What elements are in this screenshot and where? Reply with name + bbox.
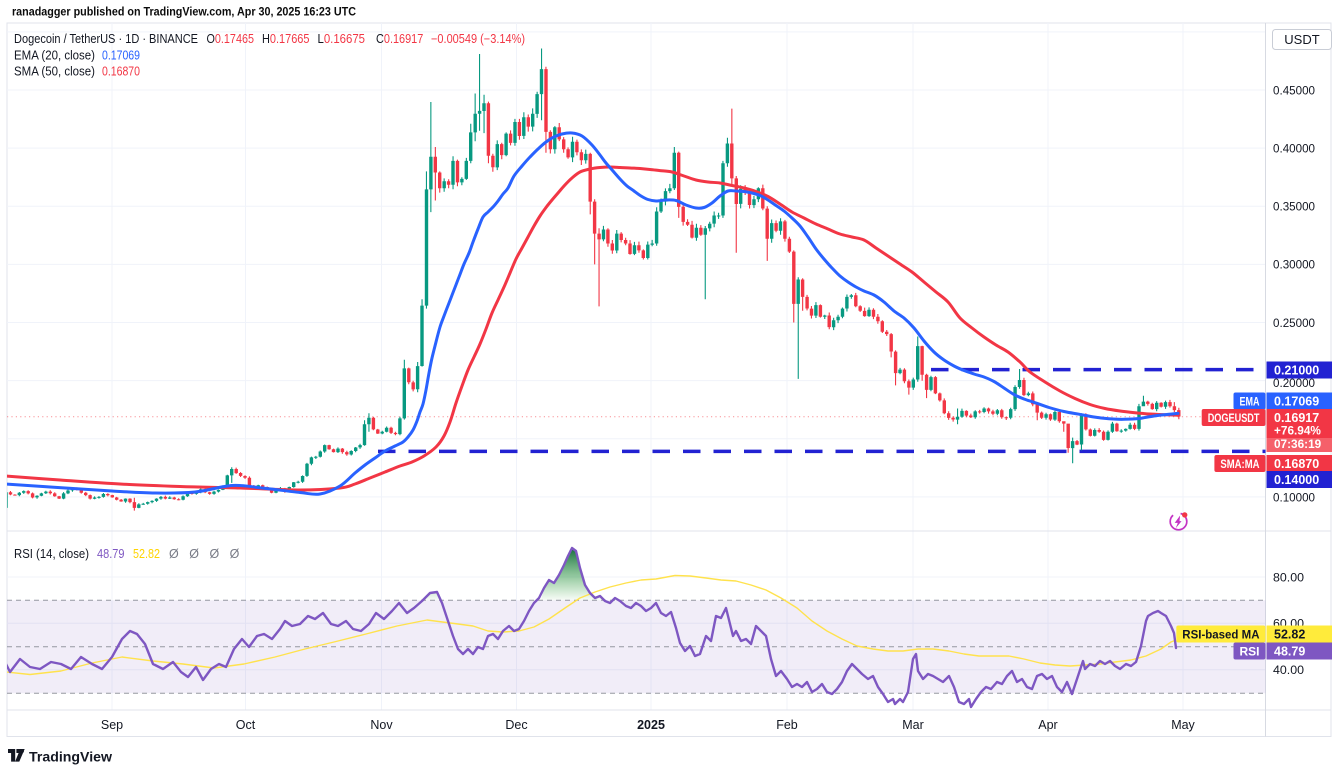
svg-text:USDT: USDT (1284, 32, 1319, 47)
svg-text:0.16870: 0.16870 (1274, 457, 1319, 471)
svg-text:0.17069: 0.17069 (1274, 395, 1319, 409)
svg-text:ØØØØ: ØØØØ (169, 547, 250, 561)
svg-text:RSI (14, close): RSI (14, close) (14, 547, 89, 561)
svg-text:0.45000: 0.45000 (1273, 83, 1315, 97)
svg-text:0.25000: 0.25000 (1273, 316, 1315, 330)
svg-text:O0.17465: O0.17465 (207, 32, 255, 46)
svg-text:SMA:MA: SMA:MA (1220, 457, 1259, 471)
svg-text:07:36:19: 07:36:19 (1274, 437, 1322, 451)
svg-text:RSI: RSI (1240, 645, 1260, 659)
svg-text:EMA: EMA (1240, 395, 1260, 409)
svg-text:48.79: 48.79 (97, 547, 125, 561)
svg-text:Oct: Oct (236, 718, 256, 732)
svg-text:L0.16675: L0.16675 (318, 32, 366, 46)
svg-text:Nov: Nov (370, 718, 393, 732)
svg-text:0.14000: 0.14000 (1274, 473, 1319, 487)
svg-text:0.40000: 0.40000 (1273, 141, 1315, 155)
svg-text:0.35000: 0.35000 (1273, 200, 1315, 214)
svg-text:TradingView: TradingView (29, 749, 112, 765)
svg-text:C0.16917: C0.16917 (376, 32, 423, 46)
svg-text:48.79: 48.79 (1274, 645, 1305, 659)
svg-text:0.16917: 0.16917 (1274, 411, 1319, 425)
svg-text:Mar: Mar (902, 718, 924, 732)
svg-text:ranadagger published on Tradin: ranadagger published on TradingView.com,… (12, 5, 356, 19)
svg-text:0.16870: 0.16870 (102, 65, 140, 79)
svg-text:May: May (1171, 718, 1195, 732)
svg-text:0.17069: 0.17069 (102, 49, 140, 63)
svg-text:EMA (20, close): EMA (20, close) (14, 49, 95, 63)
svg-text:SMA (50, close): SMA (50, close) (14, 65, 95, 79)
svg-text:Apr: Apr (1038, 718, 1057, 732)
svg-text:40.00: 40.00 (1273, 663, 1304, 677)
svg-text:0.10000: 0.10000 (1273, 490, 1315, 504)
svg-text:Sep: Sep (101, 718, 123, 732)
svg-text:2025: 2025 (637, 718, 665, 732)
svg-text:0.21000: 0.21000 (1274, 364, 1319, 378)
svg-text:52.82: 52.82 (1274, 628, 1305, 642)
svg-text:H0.17665: H0.17665 (262, 32, 310, 46)
svg-text:Feb: Feb (776, 718, 798, 732)
svg-text:RSI-based MA: RSI-based MA (1182, 628, 1260, 642)
svg-text:DOGEUSDT: DOGEUSDT (1208, 411, 1260, 425)
svg-text:0.20000: 0.20000 (1273, 376, 1315, 390)
svg-text:+76.94%: +76.94% (1274, 424, 1321, 438)
svg-text:52.82: 52.82 (133, 547, 160, 561)
svg-text:0.30000: 0.30000 (1273, 258, 1315, 272)
svg-text:−0.00549 (−3.14%): −0.00549 (−3.14%) (431, 32, 525, 46)
svg-text:Dec: Dec (505, 718, 527, 732)
svg-text:80.00: 80.00 (1273, 570, 1304, 584)
svg-text:Dogecoin / TetherUS · 1D · BIN: Dogecoin / TetherUS · 1D · BINANCE (14, 32, 198, 46)
